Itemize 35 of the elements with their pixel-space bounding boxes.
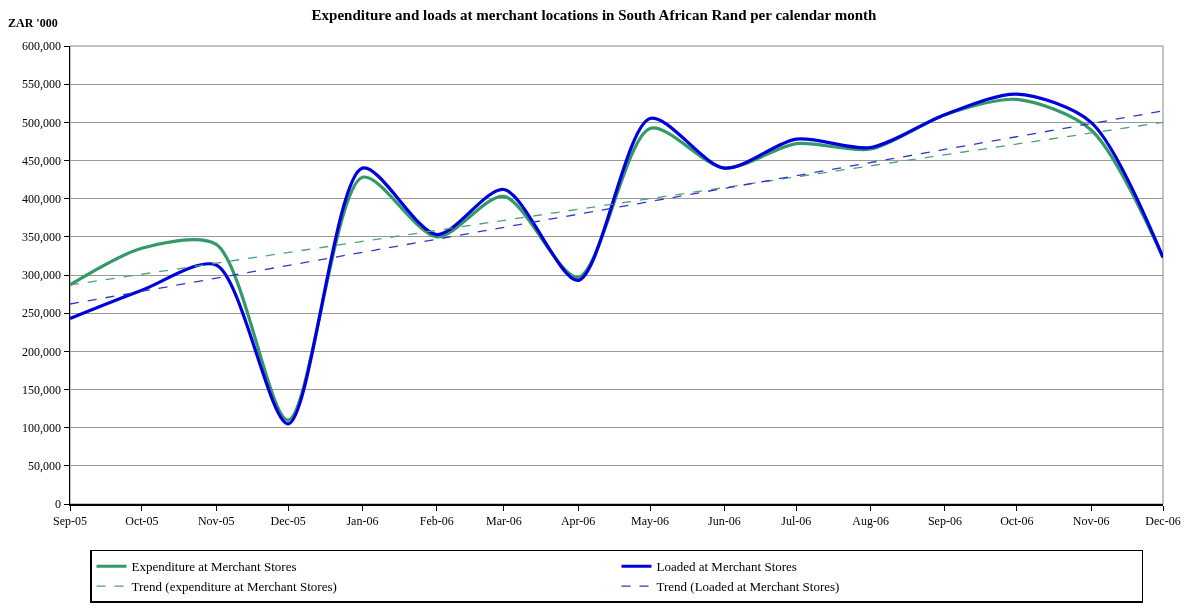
- x-tick-label: Dec-05: [270, 513, 306, 528]
- y-tick-label: 500,000: [22, 115, 62, 130]
- y-tick-label: 350,000: [22, 230, 62, 245]
- y-tick-label: 100,000: [22, 420, 62, 435]
- y-tick-label: 550,000: [22, 77, 62, 92]
- y-tick-label: 300,000: [22, 268, 62, 283]
- x-tick-label: Oct-05: [125, 513, 159, 528]
- y-tick-label: 50,000: [28, 459, 62, 474]
- y-tick-label: 450,000: [22, 153, 62, 168]
- x-tick-label: Jul-06: [781, 513, 812, 528]
- y-tick-label: 600,000: [22, 39, 62, 54]
- x-tick-label: Jan-06: [346, 513, 379, 528]
- x-tick-label: Apr-06: [560, 513, 596, 528]
- y-tick-label: 0: [55, 497, 62, 512]
- y-tick-label: 150,000: [22, 382, 62, 397]
- x-tick-label: Sep-06: [927, 513, 962, 528]
- y-tick-label: 400,000: [22, 191, 62, 206]
- y-tick-label: 200,000: [22, 344, 62, 359]
- x-tick-label: Feb-06: [419, 513, 454, 528]
- x-tick-label: Jun-06: [708, 513, 741, 528]
- y-axis-title: ZAR '000: [8, 16, 58, 30]
- chart-title: Expenditure and loads at merchant locations in South African Rand per calendar month: [311, 6, 878, 23]
- x-tick-label: Nov-06: [1072, 513, 1110, 528]
- x-tick-label: Dec-06: [1145, 513, 1181, 528]
- legend-label: Trend (Loaded at Merchant Stores): [656, 579, 840, 595]
- x-tick-label: Sep-05: [53, 513, 87, 528]
- legend-label: Expenditure at Merchant Stores: [131, 559, 297, 575]
- x-tick-label: Nov-05: [197, 513, 235, 528]
- x-tick-label: Mar-06: [485, 513, 522, 528]
- y-tick-label: 250,000: [22, 306, 62, 321]
- legend-label: Trend (expenditure at Merchant Stores): [131, 579, 337, 595]
- legend-label: Loaded at Merchant Stores: [656, 559, 797, 575]
- x-tick-label: May-06: [631, 513, 670, 528]
- x-tick-label: Oct-06: [1000, 513, 1034, 528]
- x-tick-label: Aug-06: [852, 513, 889, 528]
